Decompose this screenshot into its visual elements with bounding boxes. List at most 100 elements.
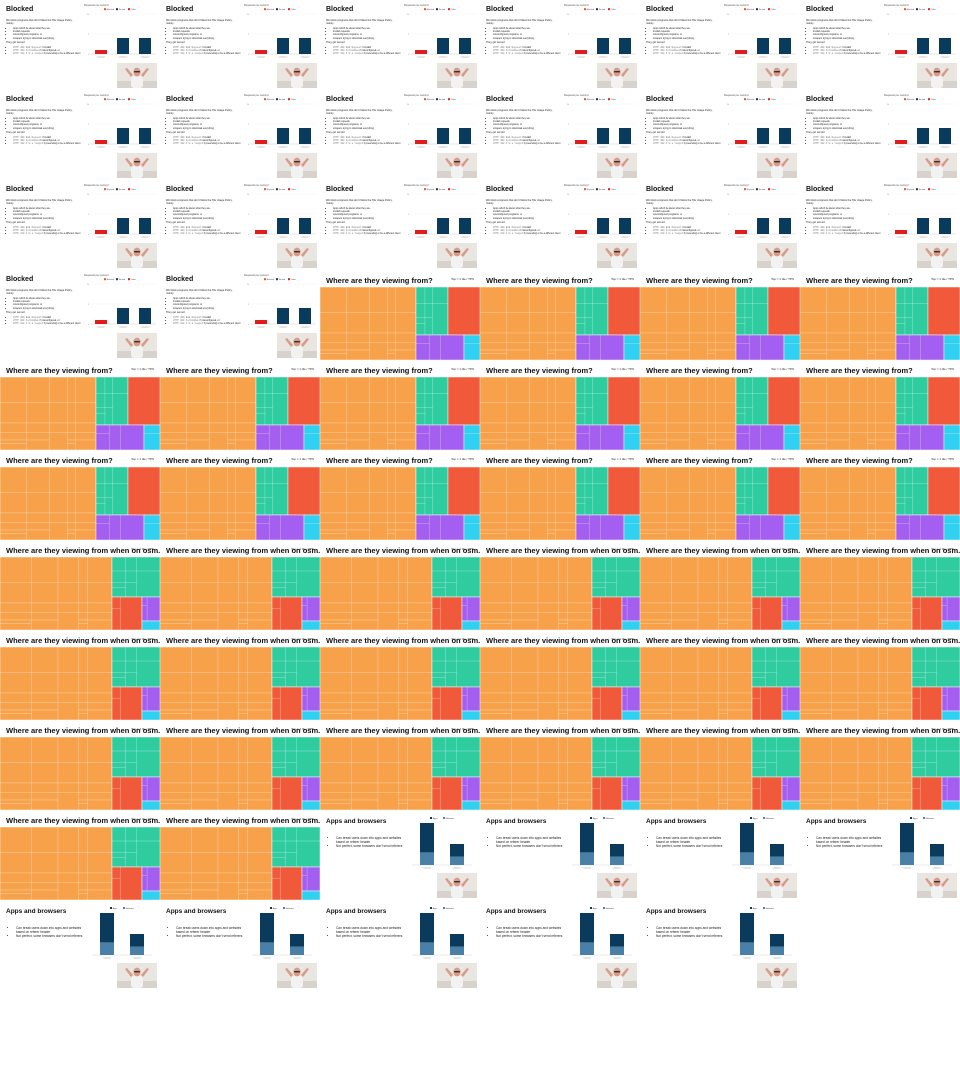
x-tick-label: Category 1 <box>97 236 106 239</box>
slide-where-viewing[interactable]: Where are they viewing from? Top = 1 til… <box>480 360 640 450</box>
list-item: misconfigured programs, or <box>653 33 721 36</box>
slide-apps-browsers[interactable]: Apps and browsers Can break users down i… <box>480 900 640 990</box>
slide-osm-viewing[interactable]: Where are they viewing from when on osm.… <box>160 810 320 900</box>
person-shirt <box>931 256 943 268</box>
slide-blocked[interactable]: Blocked We block programs that don't fol… <box>800 0 960 90</box>
treemap-region <box>800 287 897 360</box>
bar-segment <box>735 230 747 234</box>
list-item: scrapers trying to download everything <box>173 217 241 220</box>
slide-where-viewing[interactable]: Where are they viewing from? Top = 1 til… <box>480 270 640 360</box>
y-tick-label: 10 <box>87 194 89 196</box>
treemap-region <box>461 776 480 802</box>
slide-blocked[interactable]: Blocked We block programs that don't fol… <box>480 90 640 180</box>
slide-where-viewing[interactable]: Where are they viewing from? Top = 1 til… <box>640 360 800 450</box>
slide-blocked[interactable]: Blocked We block programs that don't fol… <box>480 0 640 90</box>
slide-blocked[interactable]: Blocked We block programs that don't fol… <box>320 180 480 270</box>
slide-where-viewing[interactable]: Where are they viewing from? Top = 1 til… <box>640 270 800 360</box>
treemap-cell <box>623 433 640 450</box>
status-note: if pretending to be a different client <box>203 322 241 326</box>
slide-where-viewing[interactable]: Where are they viewing from? Top = 1 til… <box>480 450 640 540</box>
viewer-location-treemap <box>640 287 800 360</box>
slide-where-viewing[interactable]: Where are they viewing from? Top = 1 til… <box>320 450 480 540</box>
y-tick-label: 5 <box>248 304 249 306</box>
requests-bar-chart: Requests per second Blocked Served Other 0 5 1… <box>882 182 958 240</box>
treemap-region <box>751 686 783 720</box>
slide-blocked[interactable]: Blocked We block programs that don't fol… <box>0 180 160 270</box>
slide-osm-viewing[interactable]: Where are they viewing from when on osm.… <box>0 810 160 900</box>
list-item: HTTP 400 Bad Request if invalid <box>653 226 721 229</box>
person-glasses <box>934 161 940 163</box>
slide-blocked[interactable]: Blocked We block programs that don't fol… <box>0 0 160 90</box>
slide-where-viewing[interactable]: Where are they viewing from? Top = 1 til… <box>0 450 160 540</box>
treemap-region <box>111 647 160 688</box>
slide-apps-browsers[interactable]: Apps and browsers Can break users down i… <box>480 810 640 900</box>
slide-blocked[interactable]: Blocked We block programs that don't fol… <box>480 180 640 270</box>
slide-blocked[interactable]: Blocked We block programs that don't fol… <box>0 270 160 360</box>
slide-osm-viewing[interactable]: Where are they viewing from when on osm.… <box>800 630 960 720</box>
slide-blocked[interactable]: Blocked We block programs that don't fol… <box>640 180 800 270</box>
y-tick-label: 0 <box>888 234 889 236</box>
legend-swatch <box>123 907 125 909</box>
slide-osm-viewing[interactable]: Where are they viewing from when on osm.… <box>0 630 160 720</box>
slide-osm-viewing[interactable]: Where are they viewing from when on osm.… <box>320 540 480 630</box>
bar-segment <box>580 913 594 943</box>
slide-osm-viewing[interactable]: Where are they viewing from when on osm.… <box>800 540 960 630</box>
subheading: They get served <box>326 41 345 44</box>
list-item: HTTP 418 I'm a teapot if pretending to b… <box>13 322 81 325</box>
slide-osm-viewing[interactable]: Where are they viewing from when on osm.… <box>480 540 640 630</box>
x-tick-label: Category 1 <box>257 326 266 329</box>
person-right-arm <box>781 158 789 167</box>
slide-blocked[interactable]: Blocked We block programs that don't fol… <box>320 90 480 180</box>
slide-blocked[interactable]: Blocked We block programs that don't fol… <box>0 90 160 180</box>
slide-blocked[interactable]: Blocked We block programs that don't fol… <box>160 270 320 360</box>
slide-blocked[interactable]: Blocked We block programs that don't fol… <box>800 180 960 270</box>
status-code: HTTP 403 Forbidden <box>173 139 199 143</box>
slide-where-viewing[interactable]: Where are they viewing from? Top = 1 til… <box>800 270 960 360</box>
slide-blocked[interactable]: Blocked We block programs that don't fol… <box>160 180 320 270</box>
top-label: Top = 1 tile / TPS <box>931 367 954 371</box>
slide-apps-browsers[interactable]: Apps and browsers Can break users down i… <box>320 900 480 990</box>
slide-apps-browsers[interactable]: Apps and browsers Can break users down i… <box>160 900 320 990</box>
status-code: HTTP 403 Forbidden <box>13 319 39 323</box>
treemap-region <box>895 334 945 360</box>
person-right-arm <box>461 68 469 77</box>
slide-where-viewing[interactable]: Where are they viewing from? Top = 1 til… <box>160 450 320 540</box>
slide-title: Where are they viewing from when on osm.… <box>806 636 960 645</box>
slide-apps-browsers[interactable]: Apps and browsers Can break users down i… <box>800 810 960 900</box>
slide-where-viewing[interactable]: Where are they viewing from? Top = 1 til… <box>640 450 800 540</box>
slide-where-viewing[interactable]: Where are they viewing from? Top = 1 til… <box>320 360 480 450</box>
slide-blocked[interactable]: Blocked We block programs that don't fol… <box>640 0 800 90</box>
slide-osm-viewing[interactable]: Where are they viewing from when on osm.… <box>480 720 640 810</box>
slide-apps-browsers[interactable]: Apps and browsers Can break users down i… <box>0 900 160 990</box>
slide-osm-viewing[interactable]: Where are they viewing from when on osm.… <box>160 720 320 810</box>
slide-osm-viewing[interactable]: Where are they viewing from when on osm.… <box>800 720 960 810</box>
slide-osm-viewing[interactable]: Where are they viewing from when on osm.… <box>640 540 800 630</box>
slide-osm-viewing[interactable]: Where are they viewing from when on osm.… <box>320 630 480 720</box>
slide-osm-viewing[interactable]: Where are they viewing from when on osm.… <box>640 630 800 720</box>
slide-where-viewing[interactable]: Where are they viewing from? Top = 1 til… <box>800 360 960 450</box>
slide-osm-viewing[interactable]: Where are they viewing from when on osm.… <box>0 540 160 630</box>
slide-apps-browsers[interactable]: Apps and browsers Can break users down i… <box>320 810 480 900</box>
slide-blocked[interactable]: Blocked We block programs that don't fol… <box>640 90 800 180</box>
slide-osm-viewing[interactable]: Where are they viewing from when on osm.… <box>160 630 320 720</box>
person-right-arm <box>141 338 149 347</box>
slide-osm-viewing[interactable]: Where are they viewing from when on osm.… <box>0 720 160 810</box>
slide-where-viewing[interactable]: Where are they viewing from? Top = 1 til… <box>800 450 960 540</box>
x-tick-label: Category 3 <box>301 146 310 149</box>
slide-apps-browsers[interactable]: Apps and browsers Can break users down i… <box>640 810 800 900</box>
status-code: HTTP 400 Bad Request <box>173 226 202 229</box>
y-tick-label: 0 <box>248 54 249 56</box>
slide-blocked[interactable]: Blocked We block programs that don't fol… <box>800 90 960 180</box>
slide-where-viewing[interactable]: Where are they viewing from? Top = 1 til… <box>160 360 320 450</box>
slide-blocked[interactable]: Blocked We block programs that don't fol… <box>320 0 480 90</box>
slide-apps-browsers[interactable]: Apps and browsers Can break users down i… <box>640 900 800 990</box>
slide-where-viewing[interactable]: Where are they viewing from? Top = 1 til… <box>0 360 160 450</box>
slide-blocked[interactable]: Blocked We block programs that don't fol… <box>160 0 320 90</box>
list-item: misconfigured programs, or <box>173 123 241 126</box>
slide-where-viewing[interactable]: Where are they viewing from? Top = 1 til… <box>320 270 480 360</box>
slide-osm-viewing[interactable]: Where are they viewing from when on osm.… <box>480 630 640 720</box>
slide-blocked[interactable]: Blocked We block programs that don't fol… <box>160 90 320 180</box>
slide-osm-viewing[interactable]: Where are they viewing from when on osm.… <box>160 540 320 630</box>
slide-osm-viewing[interactable]: Where are they viewing from when on osm.… <box>320 720 480 810</box>
slide-osm-viewing[interactable]: Where are they viewing from when on osm.… <box>640 720 800 810</box>
